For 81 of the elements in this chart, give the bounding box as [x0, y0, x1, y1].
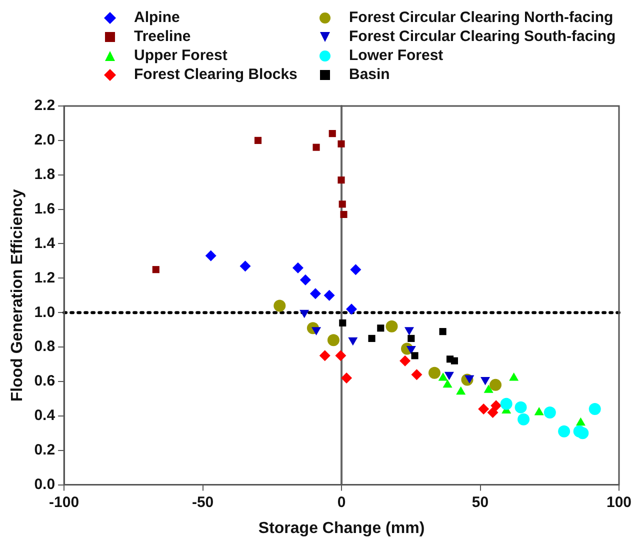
x-axis-title: Storage Change (mm): [258, 520, 425, 537]
point: [338, 200, 346, 208]
point: [509, 372, 519, 381]
point: [490, 378, 502, 391]
y-tick-label: 0.0: [34, 476, 56, 493]
point: [152, 266, 160, 274]
legend-label: Lower Forest: [349, 47, 444, 64]
point: [377, 324, 384, 332]
point: [518, 413, 530, 426]
point: [338, 176, 345, 184]
point: [576, 427, 589, 440]
legend-label: Upper Forest: [134, 47, 228, 64]
y-tick-label: 0.8: [34, 338, 56, 356]
point: [338, 140, 345, 148]
point: [439, 328, 446, 336]
point: [411, 352, 418, 360]
point: [500, 398, 512, 410]
point: [328, 130, 336, 138]
point: [438, 372, 448, 381]
legend-label: Forest Circular Clearing South-facing: [349, 28, 616, 45]
legend-label: Forest Circular Clearing North-facing: [349, 9, 614, 26]
x-tick-label: -100: [49, 494, 80, 511]
y-tick-label: 0.6: [34, 372, 56, 390]
y-tick-label: 1.6: [34, 200, 56, 218]
point: [368, 334, 376, 342]
point: [450, 357, 458, 364]
point: [544, 406, 556, 418]
point: [292, 262, 304, 274]
point: [490, 400, 502, 412]
point: [300, 310, 310, 318]
point: [335, 350, 346, 362]
y-tick-label: 0.2: [34, 442, 56, 459]
legend-label: Treeline: [134, 28, 191, 45]
legend-label: Alpine: [134, 9, 180, 26]
point: [514, 401, 527, 414]
y-tick-label: 1.4: [34, 234, 56, 252]
point: [240, 260, 251, 272]
y-tick-label: 1.8: [34, 166, 56, 184]
point: [350, 264, 362, 276]
point: [386, 320, 398, 332]
point: [310, 288, 321, 300]
point: [404, 327, 414, 336]
y-tick-label: 0.4: [34, 407, 56, 424]
point: [428, 366, 440, 379]
point: [205, 250, 216, 262]
y-tick-label: 1.0: [34, 304, 56, 321]
point: [300, 274, 311, 286]
point: [341, 372, 352, 384]
y-axis-title: Flood Generation Efficiency: [9, 189, 26, 402]
point: [487, 406, 498, 418]
point: [312, 144, 320, 151]
point: [411, 369, 422, 380]
point: [400, 355, 411, 366]
point: [484, 384, 494, 393]
point: [558, 425, 570, 438]
point: [346, 304, 358, 315]
legend-label: Basin: [349, 66, 390, 83]
point: [576, 417, 586, 426]
x-tick-label: 100: [606, 494, 632, 511]
point: [478, 404, 490, 415]
point: [348, 337, 358, 346]
point: [456, 386, 466, 395]
legend-label: Forest Clearing Blocks: [134, 66, 298, 83]
x-tick-label: 0: [337, 494, 346, 511]
y-tick-label: 2.0: [34, 132, 56, 149]
point: [274, 300, 286, 312]
point: [340, 210, 348, 218]
x-tick-label: 50: [472, 494, 489, 511]
point: [312, 327, 322, 336]
point: [324, 290, 335, 301]
point: [588, 403, 601, 416]
x-tick-label: -50: [192, 494, 214, 511]
point: [254, 136, 262, 144]
point: [442, 379, 452, 388]
point: [534, 406, 544, 416]
y-tick-label: 1.2: [34, 269, 56, 286]
point: [327, 334, 340, 346]
y-tick-label: 2.2: [34, 97, 56, 114]
point: [339, 319, 346, 326]
point: [408, 334, 415, 342]
point: [319, 350, 330, 362]
